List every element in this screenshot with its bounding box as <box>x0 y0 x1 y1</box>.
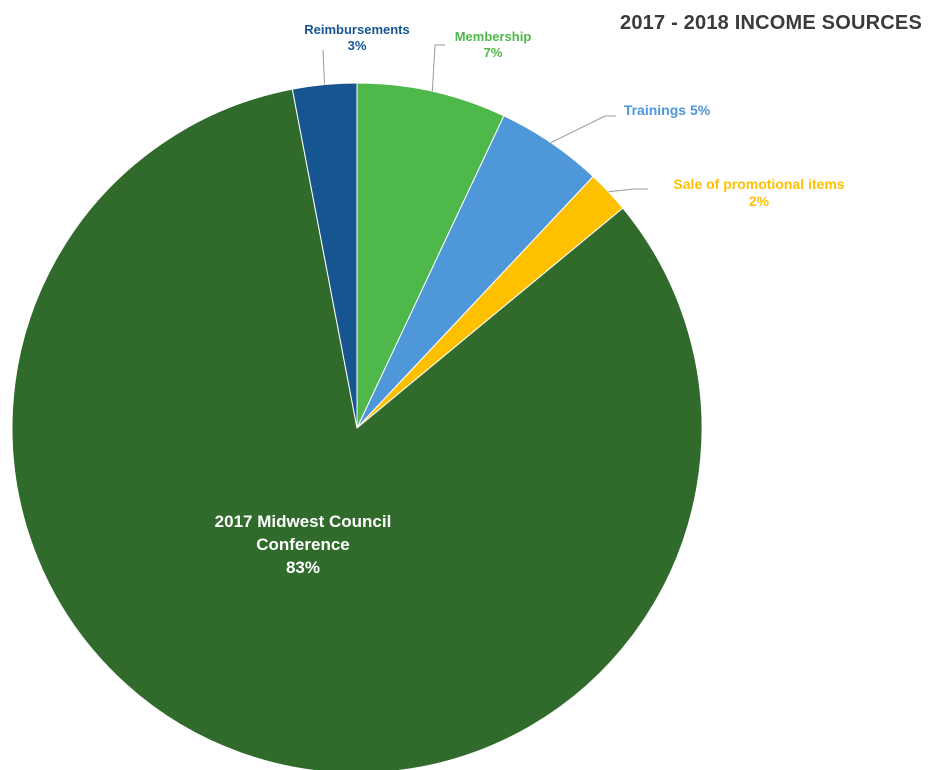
label-trainings-text: Trainings 5% <box>623 102 711 118</box>
label-reimbursements-name: Reimbursements <box>304 22 410 37</box>
label-conference-line1: 2017 Midwest Council <box>214 512 392 531</box>
label-conference-pct: 83% <box>285 557 321 577</box>
pie-slice-2017-midwest-council-conference <box>11 88 703 770</box>
label-reimbursements: Reimbursements 3% <box>304 22 409 53</box>
pie-slices <box>11 82 703 770</box>
label-membership-pct: 7% <box>483 44 503 60</box>
leader-line-membership <box>431 44 445 92</box>
leader-line-trainings <box>550 115 616 144</box>
label-membership: Membership 7% <box>455 29 532 60</box>
pie-slice-membership <box>356 82 505 429</box>
pie-slice-reimbursements <box>291 82 358 429</box>
label-conference-line2: Conference <box>256 534 350 554</box>
label-reimbursements-pct: 3% <box>347 37 367 53</box>
leader-line-sale <box>608 188 648 193</box>
leader-lines <box>322 44 648 193</box>
label-sale-pct: 2% <box>748 192 770 209</box>
label-sale-name: Sale of promotional items <box>673 176 845 192</box>
label-membership-name: Membership <box>454 29 532 44</box>
label-conference: 2017 Midwest Council Conference 83% <box>215 511 392 580</box>
chart-title: 2017 - 2018 INCOME SOURCES <box>620 12 922 34</box>
label-trainings: Trainings 5% <box>624 102 710 119</box>
leader-line-reimbursements <box>322 49 325 85</box>
label-sale: Sale of promotional items 2% <box>673 176 844 210</box>
